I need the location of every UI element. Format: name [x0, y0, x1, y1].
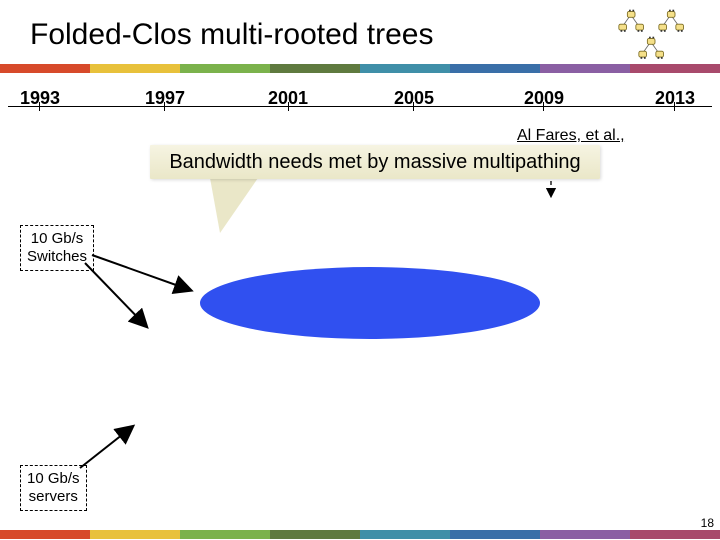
timeline-axis [8, 106, 712, 107]
timeline-tick-4 [543, 102, 544, 111]
switches-line2: Switches [27, 248, 87, 265]
servers-line2: servers [29, 488, 78, 505]
timeline-tick-3 [413, 102, 414, 111]
timeline-tick-0 [39, 102, 40, 111]
slide-number: 18 [701, 516, 714, 530]
color-bar-bottom [0, 530, 720, 539]
callout-box: Bandwidth needs met by massive multipath… [150, 145, 600, 179]
servers-line1: 10 Gb/s [27, 470, 80, 487]
timeline: 1993 1997 2001 2005 2009 2013 [0, 88, 720, 118]
timeline-label-1: 1997 [145, 88, 185, 109]
callout-text: Bandwidth needs met by massive multipath… [169, 151, 580, 174]
slide-title: Folded-Clos multi-rooted trees [30, 18, 434, 52]
timeline-label-5: 2013 [655, 88, 695, 109]
timeline-tick-5 [674, 102, 675, 111]
tree-topology-icon [610, 8, 700, 66]
timeline-label-0: 1993 [20, 88, 60, 109]
blue-ellipse [200, 267, 540, 339]
citation-text: Al Fares, et al., [517, 127, 625, 145]
timeline-label-4: 2009 [524, 88, 564, 109]
color-bar-top [0, 64, 720, 73]
servers-box: 10 Gb/s servers [20, 465, 87, 511]
switches-box: 10 Gb/s Switches [20, 225, 94, 271]
callout-tail [210, 178, 258, 233]
timeline-tick-2 [288, 102, 289, 111]
timeline-label-3: 2005 [394, 88, 434, 109]
switches-line1: 10 Gb/s [31, 230, 84, 247]
timeline-tick-1 [164, 102, 165, 111]
